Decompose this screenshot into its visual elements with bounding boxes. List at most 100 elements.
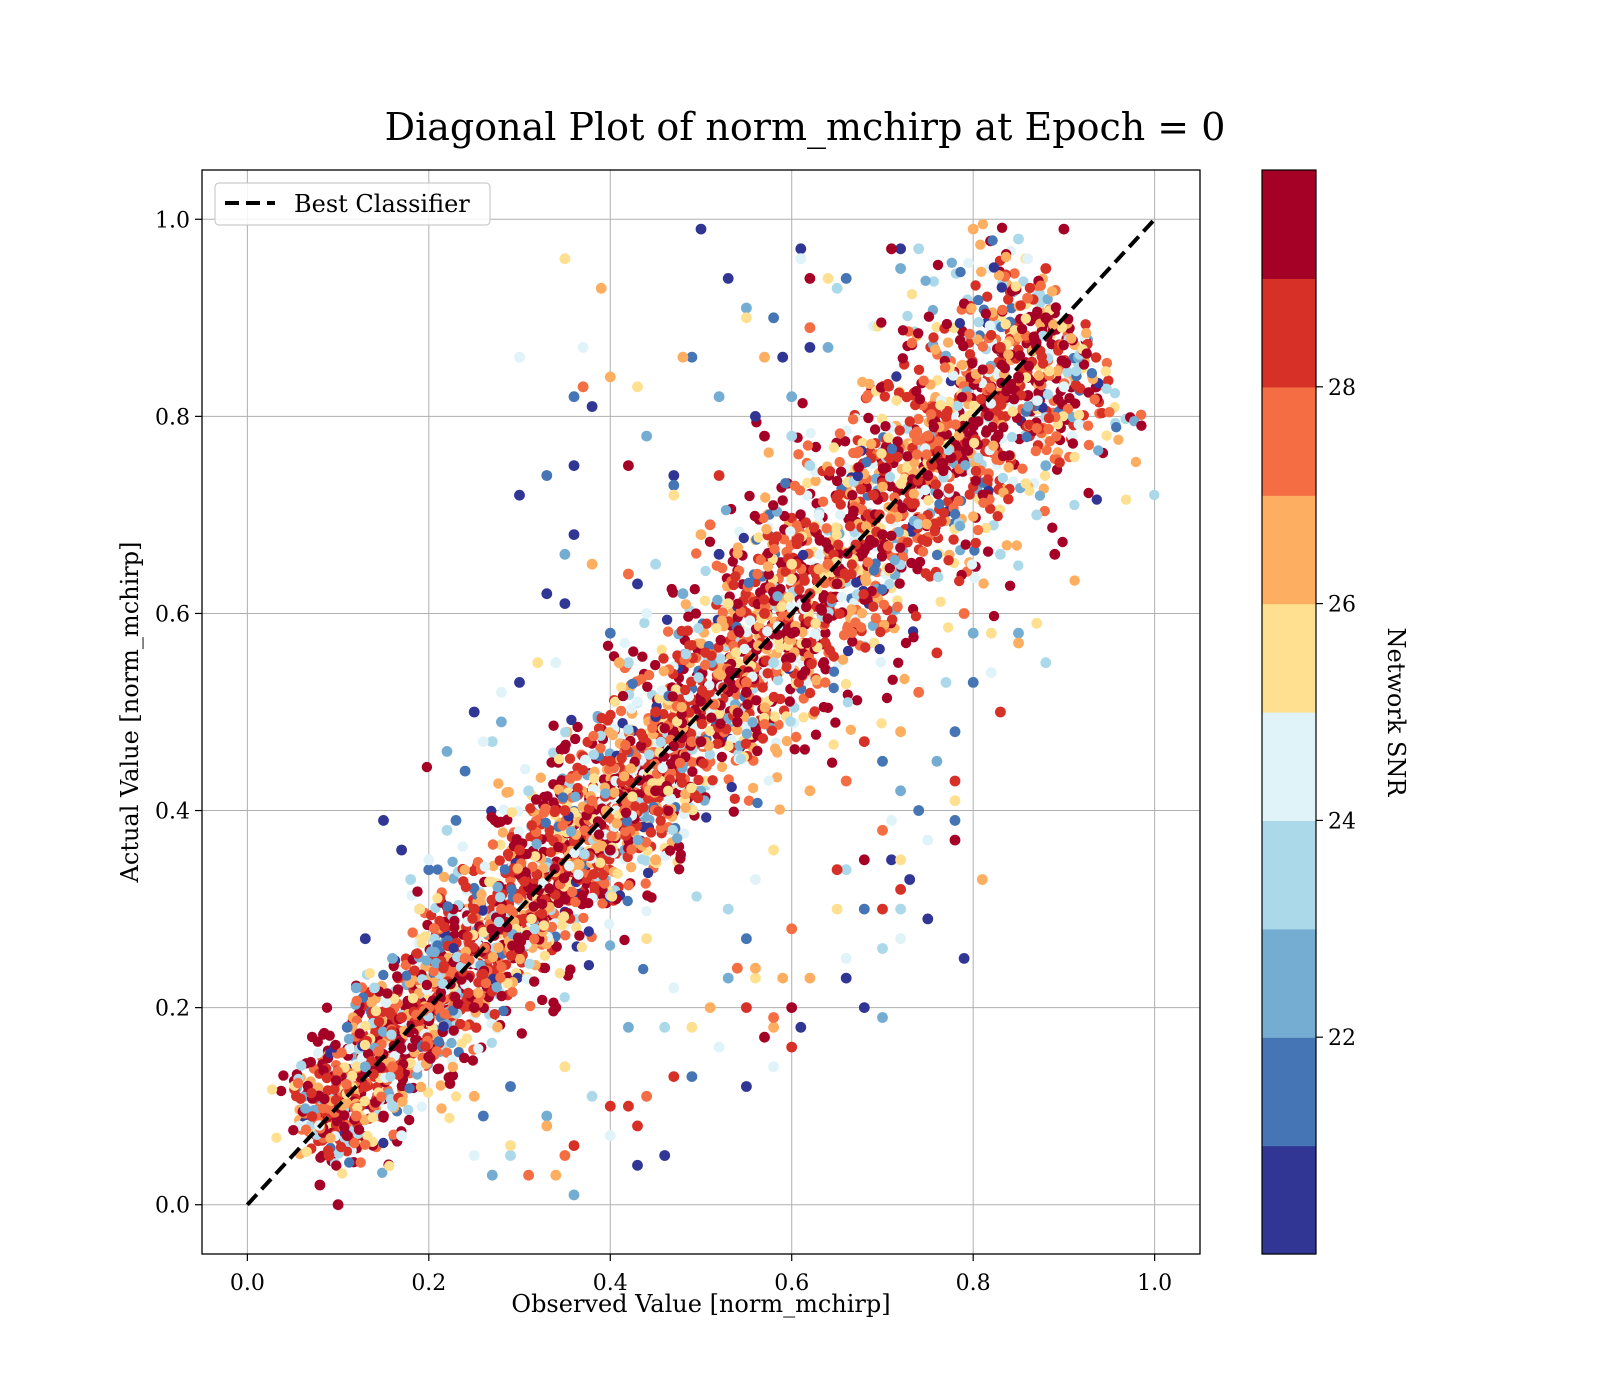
scatter-point [1011,540,1022,551]
scatter-point [632,578,643,590]
scatter-point [610,696,621,707]
scatter-point [571,922,582,933]
scatter-point [593,829,605,840]
scatter-point [913,686,925,698]
scatter-point [739,643,750,655]
scatter-point [938,507,949,519]
scatter-point [858,903,870,915]
scatter-point [684,640,695,651]
scatter-point [676,625,687,637]
scatter-point [749,510,760,522]
scatter-point [574,859,585,870]
scatter-point [967,420,979,432]
scatter-point [822,702,834,713]
scatter-point [1001,386,1012,397]
scatter-point [673,841,685,852]
scatter-point [768,1061,779,1073]
scatter-point [455,1018,466,1030]
scatter-point [985,382,996,393]
scatter-point [300,1103,311,1114]
scatter-point [278,1070,289,1081]
scatter-point [604,844,616,856]
scatter-point [448,1025,459,1036]
scatter-point [716,761,728,773]
scatter-point [512,863,523,874]
scatter-point [1058,381,1070,393]
scatter-point [774,642,785,653]
scatter-point [674,757,686,769]
scatter-point [714,708,725,719]
scatter-point [923,495,934,506]
scatter-point [831,903,843,915]
plot-area [201,169,1201,1255]
scatter-point [701,812,712,823]
scatter-point [769,711,780,722]
scatter-point [641,1090,652,1102]
scatter-point [668,740,679,752]
scatter-point [1013,637,1024,649]
scatter-point [550,1169,562,1181]
scatter-point [1052,365,1063,377]
scatter-point [786,1002,798,1013]
scatter-point [609,787,620,798]
scatter-point [541,588,553,600]
scatter-point [1060,358,1072,369]
scatter-point [1046,286,1058,297]
scatter-point [769,743,781,754]
scatter-point [704,536,716,547]
scatter-point [666,583,677,595]
scatter-point [786,627,798,639]
scatter-point [423,854,435,866]
scatter-point [780,478,791,489]
scatter-point [704,725,716,737]
scatter-point [1091,494,1103,505]
scatter-point [982,546,994,557]
scatter-point [913,805,925,816]
scatter-point [604,755,616,767]
scatter-point [378,815,389,826]
scatter-point [950,419,961,430]
scatter-point [559,598,571,609]
scatter-point [891,371,902,382]
scatter-point [623,1100,634,1112]
scatter-point [540,803,551,814]
scatter-point [894,425,905,436]
scatter-point [696,718,708,730]
y-tick-label: 0.0 [155,1194,190,1219]
scatter-point [526,913,537,925]
scatter-point [641,933,652,945]
scatter-point [995,706,1006,718]
scatter-point [949,775,961,787]
scatter-point [583,897,594,909]
scatter-point [318,1103,329,1114]
scatter-point [369,982,380,994]
scatter-point [732,707,743,718]
scatter-point [934,498,945,510]
scatter-point [908,632,919,643]
scatter-point [471,1022,482,1033]
scatter-point [949,815,961,826]
scatter-point [463,987,474,999]
scatter-point [359,1081,371,1092]
scatter-point [1030,445,1042,457]
scatter-point [725,665,736,677]
scatter-point [810,441,822,453]
scatter-point [930,479,942,490]
scatter-point [635,740,647,751]
scatter-point [353,1124,365,1136]
scatter-point [539,962,551,974]
scatter-point [1066,333,1077,344]
scatter-point [820,664,831,675]
scatter-point [583,926,594,937]
scatter-point [339,1121,350,1133]
scatter-point [976,266,987,277]
scatter-point [704,680,715,691]
scatter-point [1130,456,1142,468]
scatter-point [569,847,580,858]
scatter-point [931,549,943,561]
scatter-point [1058,223,1070,235]
scatter-point [800,517,812,528]
scatter-point [811,675,822,686]
scatter-point [760,492,771,503]
scatter-point [794,584,805,595]
